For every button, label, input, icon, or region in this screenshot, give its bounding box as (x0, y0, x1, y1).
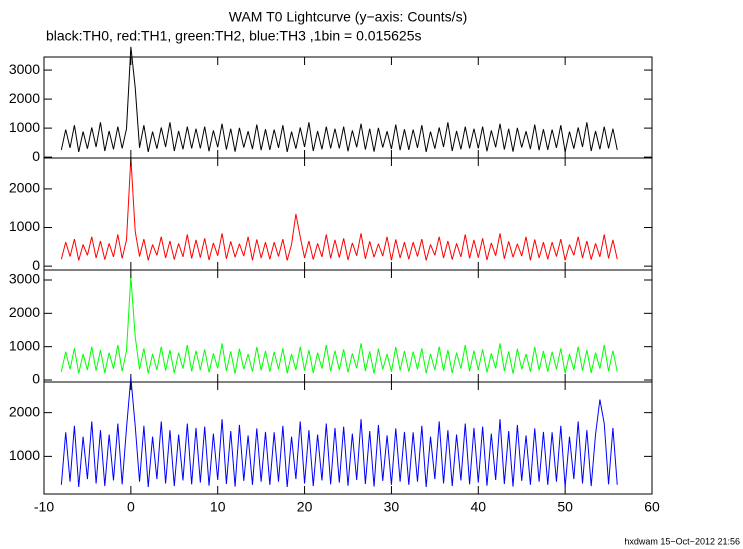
y-tick-label: 1000 (9, 119, 40, 135)
y-tick-label: 0 (32, 257, 40, 273)
x-tick-label: 60 (644, 499, 660, 515)
series-line (60, 377, 618, 488)
x-tick-label: 40 (470, 499, 486, 515)
y-tick-label: 0 (32, 371, 40, 387)
y-tick-label: 0 (32, 148, 40, 164)
series-line (60, 276, 618, 374)
y-tick-label: 2000 (9, 180, 40, 196)
x-tick-label: 0 (127, 499, 135, 515)
x-tick-label: -10 (34, 499, 54, 515)
panel-frame (43, 381, 653, 495)
series-line (60, 46, 618, 153)
panel-frame (43, 157, 653, 271)
panel-frame (43, 269, 653, 383)
x-tick-label: 50 (557, 499, 573, 515)
y-tick-label: 2000 (9, 304, 40, 320)
y-tick-label: 3000 (9, 271, 40, 287)
y-tick-label: 2000 (9, 403, 40, 419)
y-tick-label: 2000 (9, 90, 40, 106)
series-line (60, 157, 618, 261)
y-tick-label: 3000 (9, 61, 40, 77)
footer: hxdwam 15−Oct−2012 21:56 (624, 536, 740, 546)
y-tick-label: 1000 (9, 337, 40, 353)
x-tick-label: 10 (210, 499, 226, 515)
x-tick-label: 30 (384, 499, 400, 515)
y-tick-label: 1000 (9, 447, 40, 463)
y-tick-label: 1000 (9, 218, 40, 234)
chart-subtitle: black:TH0, red:TH1, green:TH2, blue:TH3 … (46, 28, 421, 44)
panel-frame (43, 56, 653, 159)
chart-title: WAM T0 Lightcurve (y−axis: Counts/s) (229, 9, 467, 25)
x-tick-label: 20 (297, 499, 313, 515)
